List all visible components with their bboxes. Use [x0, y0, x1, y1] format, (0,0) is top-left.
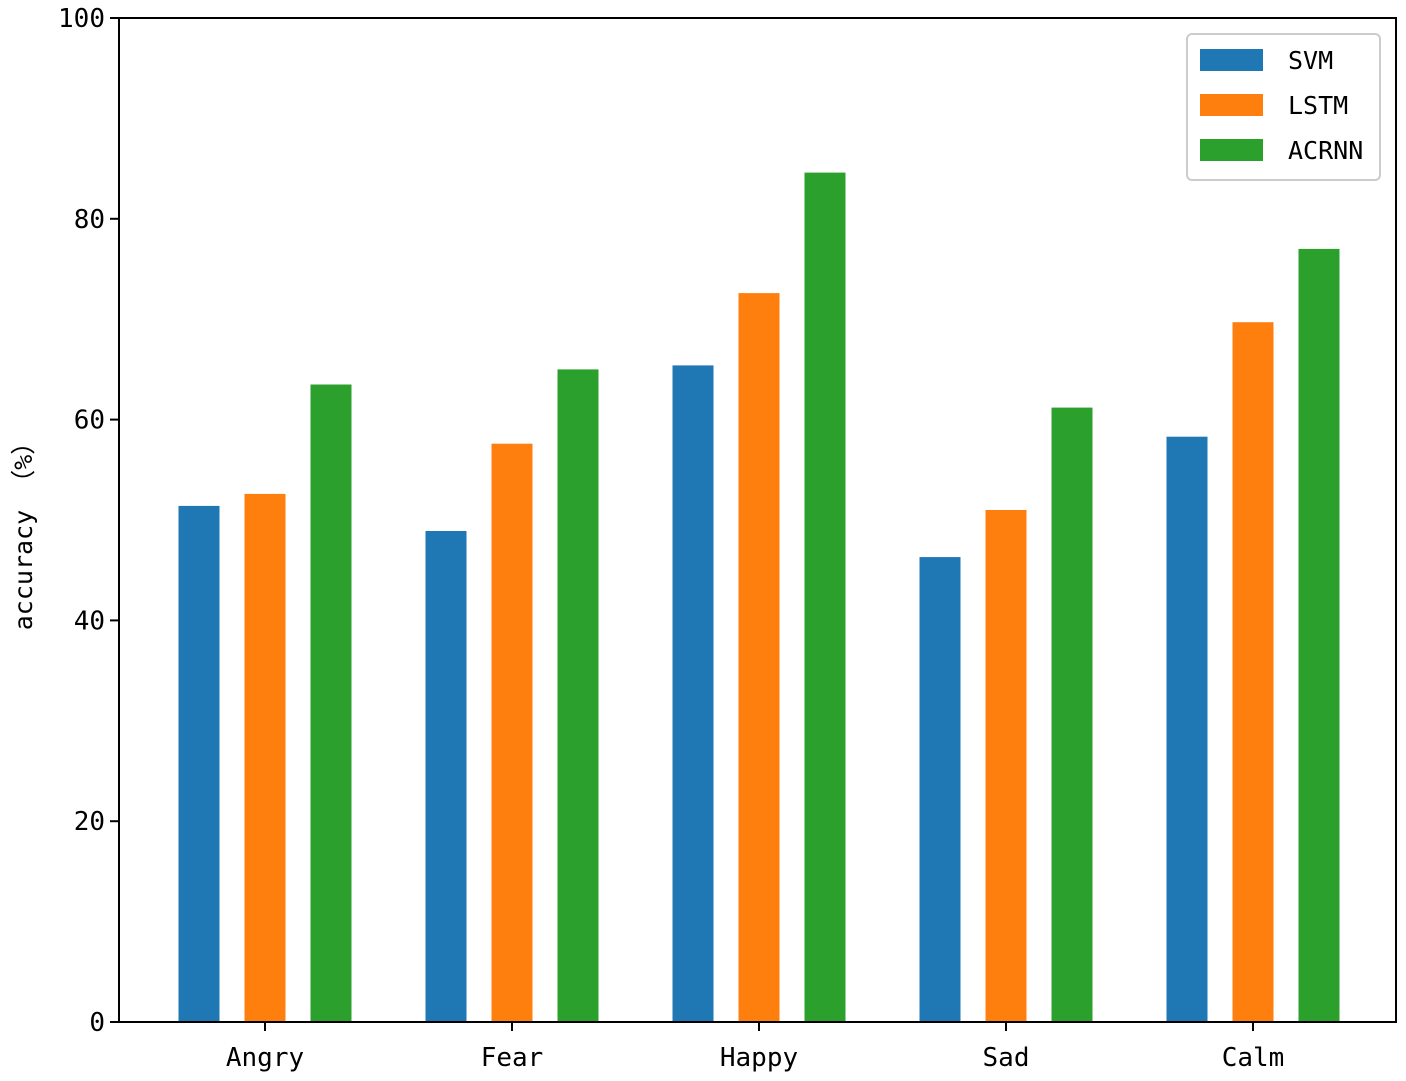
x-tick-label-angry: Angry: [226, 1043, 304, 1073]
y-tick-label: 20: [74, 807, 105, 837]
x-axis: Angry Fear Happy Sad Calm: [226, 1022, 1284, 1073]
bar-acrnn-calm: [1298, 248, 1340, 1022]
bar-acrnn-angry: [310, 384, 352, 1022]
bar-svm-happy: [672, 365, 714, 1022]
legend-label-svm: SVM: [1288, 46, 1333, 75]
x-tick-label-calm: Calm: [1222, 1043, 1285, 1073]
legend-swatch-lstm: [1200, 94, 1263, 116]
bar-lstm-angry: [244, 493, 286, 1022]
bar-acrnn-happy: [804, 172, 846, 1023]
bar-svm-sad: [919, 557, 961, 1022]
y-axis-title: accuracy （%）: [9, 430, 38, 631]
x-tick-label-fear: Fear: [481, 1043, 544, 1073]
bar-lstm-sad: [985, 510, 1027, 1022]
plot-frame: [118, 17, 1397, 1023]
x-tick-label-sad: Sad: [983, 1043, 1030, 1073]
y-tick-label: 0: [89, 1008, 105, 1038]
bars-group: [178, 172, 1340, 1023]
bar-svm-calm: [1166, 436, 1208, 1022]
bar-acrnn-sad: [1051, 407, 1093, 1023]
x-tick-label-happy: Happy: [720, 1043, 798, 1073]
legend-swatch-acrnn: [1200, 139, 1263, 161]
bar-lstm-happy: [738, 293, 780, 1023]
legend-swatch-svm: [1200, 49, 1263, 71]
legend: SVM LSTM ACRNN: [1186, 33, 1381, 181]
bar-acrnn-fear: [557, 369, 599, 1022]
y-tick-label: 60: [74, 406, 105, 436]
y-tick-label: 100: [58, 4, 105, 34]
legend-label-lstm: LSTM: [1288, 91, 1348, 120]
bar-lstm-calm: [1232, 322, 1274, 1022]
bar-svm-fear: [425, 531, 467, 1022]
bar-svm-angry: [178, 505, 220, 1022]
y-tick-label: 80: [74, 205, 105, 235]
y-tick-label: 40: [74, 606, 105, 636]
y-axis: 0 20 40 60 80 100: [58, 4, 119, 1038]
legend-label-acrnn: ACRNN: [1288, 136, 1363, 165]
bar-lstm-fear: [491, 443, 533, 1022]
